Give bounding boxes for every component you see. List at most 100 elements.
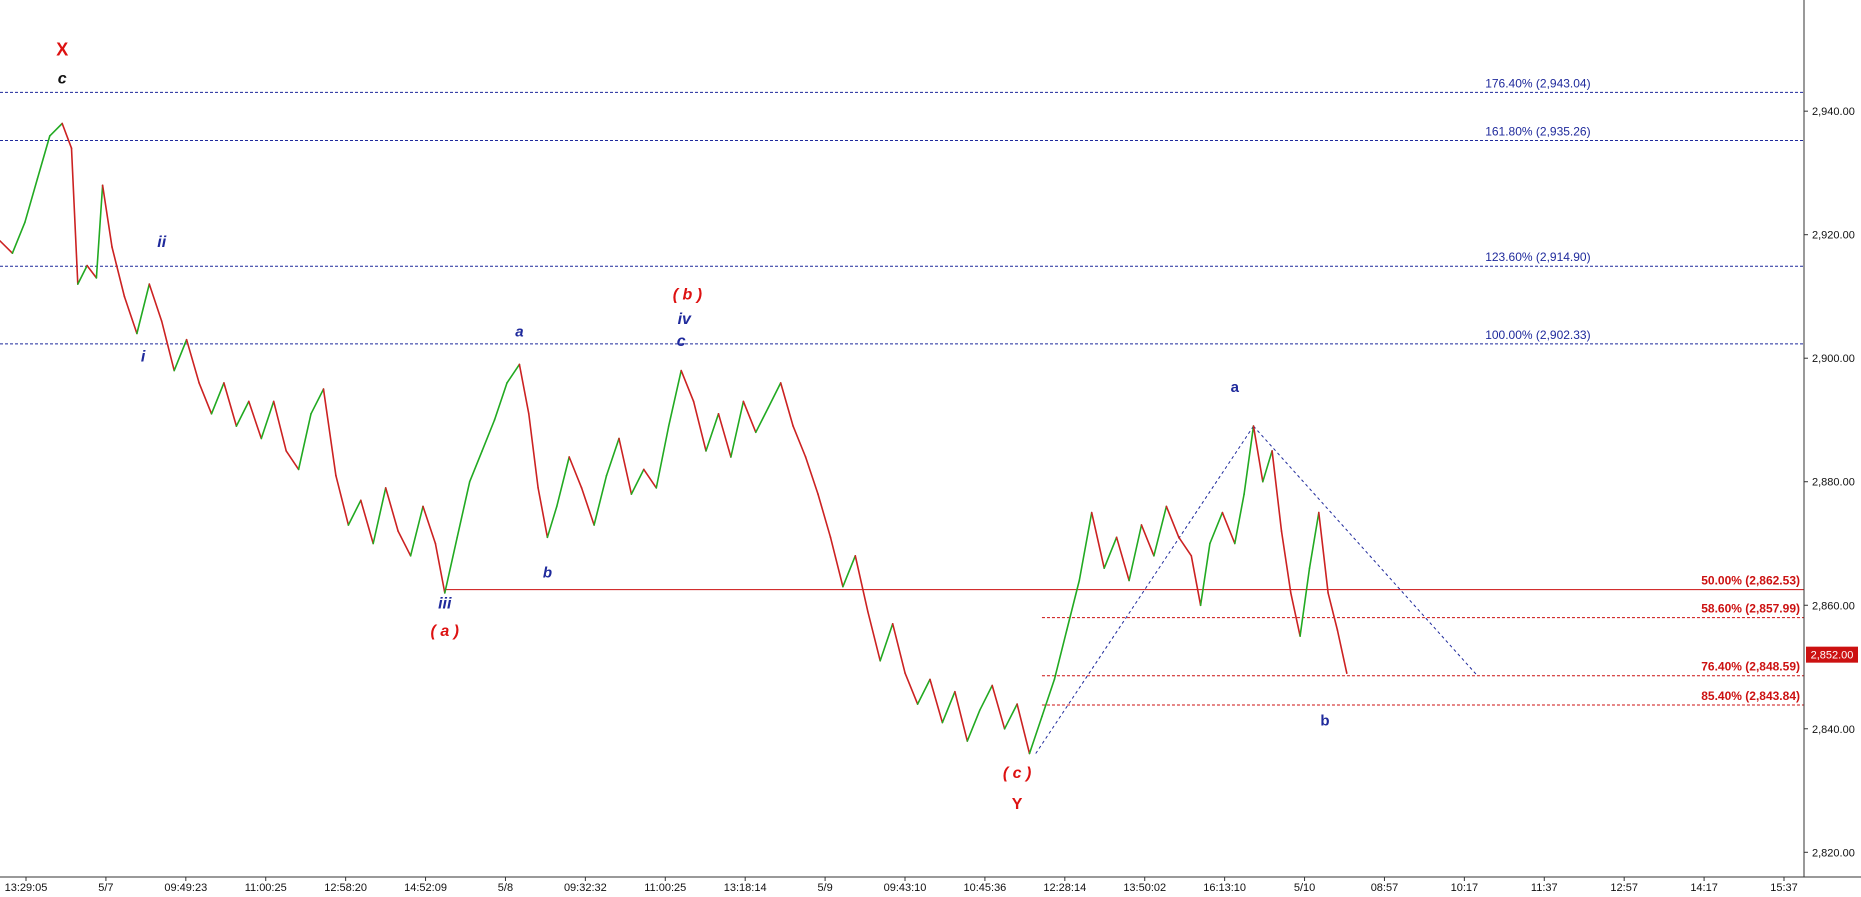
last-price-badge	[1806, 646, 1858, 663]
price-segment	[1336, 629, 1348, 675]
price-segment	[1252, 425, 1264, 483]
price-segment	[1178, 536, 1193, 557]
x-tick-label: 16:13:10	[1203, 882, 1246, 894]
price-segment	[730, 400, 745, 458]
price-segment	[70, 147, 79, 285]
price-segment	[1290, 592, 1301, 637]
price-segment	[779, 382, 794, 427]
price-segment	[518, 363, 530, 415]
price-segment	[1053, 629, 1068, 681]
fib-level-label: 50.00% (2,862.53)	[1701, 574, 1800, 588]
price-segment	[804, 456, 819, 495]
price-segment	[767, 382, 782, 409]
price-segment	[1115, 536, 1130, 582]
fib-level-label: 76.40% (2,848.59)	[1701, 660, 1800, 674]
fib-level-label: 58.60% (2,857.99)	[1701, 602, 1800, 616]
price-segment	[954, 690, 969, 742]
price-segment	[260, 400, 275, 440]
price-segment	[443, 536, 459, 594]
price-segment	[618, 437, 633, 495]
x-tick-label: 5/7	[98, 882, 113, 894]
price-segment	[48, 122, 64, 137]
x-tick-label: 09:32:32	[564, 882, 607, 894]
price-segment	[717, 412, 732, 458]
x-tick-label: 14:17	[1690, 882, 1718, 894]
x-tick-label: 15:37	[1770, 882, 1798, 894]
price-segment	[1078, 511, 1093, 582]
wave-label: i	[141, 348, 146, 365]
price-segment	[0, 240, 14, 254]
price-segment	[409, 505, 424, 557]
price-segment	[1209, 511, 1224, 545]
price-segment	[1280, 530, 1292, 594]
price-segment	[568, 456, 583, 489]
x-tick-label: 13:18:14	[724, 882, 767, 894]
price-segment	[422, 505, 437, 545]
price-segment	[384, 487, 399, 532]
y-tick-label: 2,900.00	[1812, 353, 1855, 365]
price-segment	[335, 474, 350, 526]
wave-label: c	[58, 70, 67, 87]
x-tick-label: 10:45:36	[963, 882, 1006, 894]
price-segment	[1128, 524, 1143, 582]
price-segment	[680, 369, 695, 403]
price-segment	[555, 456, 571, 508]
price-segment	[86, 264, 98, 279]
price-segment	[1165, 505, 1180, 539]
price-segment	[297, 412, 312, 471]
fibonacci-levels: 176.40% (2,943.04) 161.80% (2,935.26) 123.…	[0, 76, 1804, 706]
price-segment	[397, 530, 412, 557]
price-segment	[1041, 678, 1056, 718]
price-segment	[160, 320, 175, 372]
x-tick-label: 09:49:23	[164, 882, 207, 894]
wave-label: iv	[678, 311, 692, 328]
price-segment	[792, 425, 807, 458]
price-segment	[101, 184, 113, 248]
price-segment	[817, 493, 832, 539]
price-segment	[24, 178, 39, 224]
wave-label: b	[543, 564, 552, 581]
price-segment	[842, 554, 857, 588]
price-segment	[123, 295, 138, 335]
wave-label: a	[515, 324, 523, 341]
price-segment	[36, 135, 51, 180]
price-segment	[223, 382, 238, 427]
price-segment	[1318, 511, 1329, 594]
price-segment	[372, 487, 387, 545]
price-segment	[1234, 493, 1245, 545]
wave-label: iii	[438, 595, 452, 612]
price-segment	[1221, 511, 1236, 545]
trend-line	[1253, 425, 1478, 676]
price-segment	[866, 610, 882, 662]
price-segment	[978, 684, 994, 712]
price-segment	[235, 400, 250, 427]
price-segment	[493, 382, 508, 421]
x-tick-label: 11:37	[1531, 882, 1558, 894]
price-segment	[248, 400, 263, 440]
price-segment	[829, 536, 844, 588]
price-segment	[1243, 425, 1255, 495]
price-segment	[1262, 450, 1273, 483]
price-segment	[1066, 579, 1081, 631]
price-segment	[506, 363, 521, 384]
x-tick-label: 12:58:20	[324, 882, 367, 894]
x-tick-label: 09:43:10	[884, 882, 927, 894]
price-segment	[1028, 715, 1043, 755]
fib-level-label: 161.80% (2,935.26)	[1485, 124, 1590, 138]
price-segment	[136, 283, 151, 335]
wave-label: a	[1231, 379, 1240, 396]
price-segment	[705, 412, 720, 452]
trend-lines	[1035, 425, 1478, 754]
price-segment	[605, 437, 620, 477]
price-segment	[630, 468, 645, 495]
price-segment	[310, 388, 325, 415]
price-segment	[198, 382, 213, 415]
price-segment	[655, 425, 670, 489]
price-segment	[359, 499, 375, 545]
price-segment	[1153, 505, 1168, 557]
fib-level-label: 176.40% (2,943.04)	[1485, 76, 1590, 90]
price-segment	[481, 419, 496, 452]
price-segment	[148, 283, 163, 323]
y-tick-label: 2,820.00	[1812, 847, 1855, 859]
